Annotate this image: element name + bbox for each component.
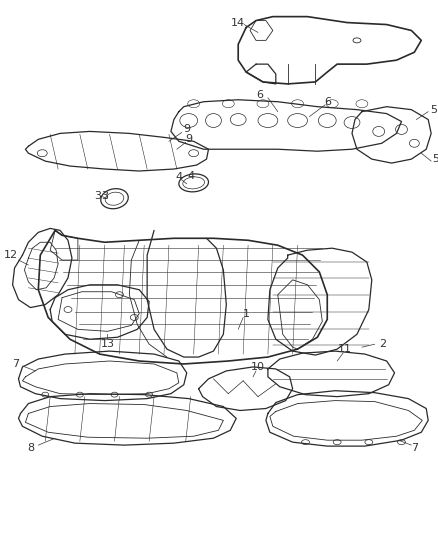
Text: 3: 3: [94, 191, 101, 201]
Text: 8: 8: [27, 443, 34, 453]
Text: 7: 7: [410, 443, 417, 453]
Text: 5: 5: [431, 154, 438, 164]
Text: 13: 13: [100, 339, 114, 349]
Text: 4: 4: [175, 172, 182, 182]
Text: 12: 12: [4, 250, 18, 260]
Text: 10: 10: [251, 362, 265, 372]
Text: 9: 9: [185, 134, 192, 144]
Text: 14: 14: [231, 18, 245, 28]
Text: 1: 1: [242, 310, 249, 319]
Text: 7: 7: [12, 359, 19, 369]
Text: 9: 9: [183, 124, 190, 134]
Text: 5: 5: [430, 104, 437, 115]
Text: 3: 3: [101, 191, 108, 201]
Text: 11: 11: [337, 344, 351, 354]
Text: 2: 2: [378, 339, 385, 349]
Text: 4: 4: [187, 171, 194, 181]
Text: 6: 6: [256, 90, 263, 100]
Text: 6: 6: [323, 96, 330, 107]
